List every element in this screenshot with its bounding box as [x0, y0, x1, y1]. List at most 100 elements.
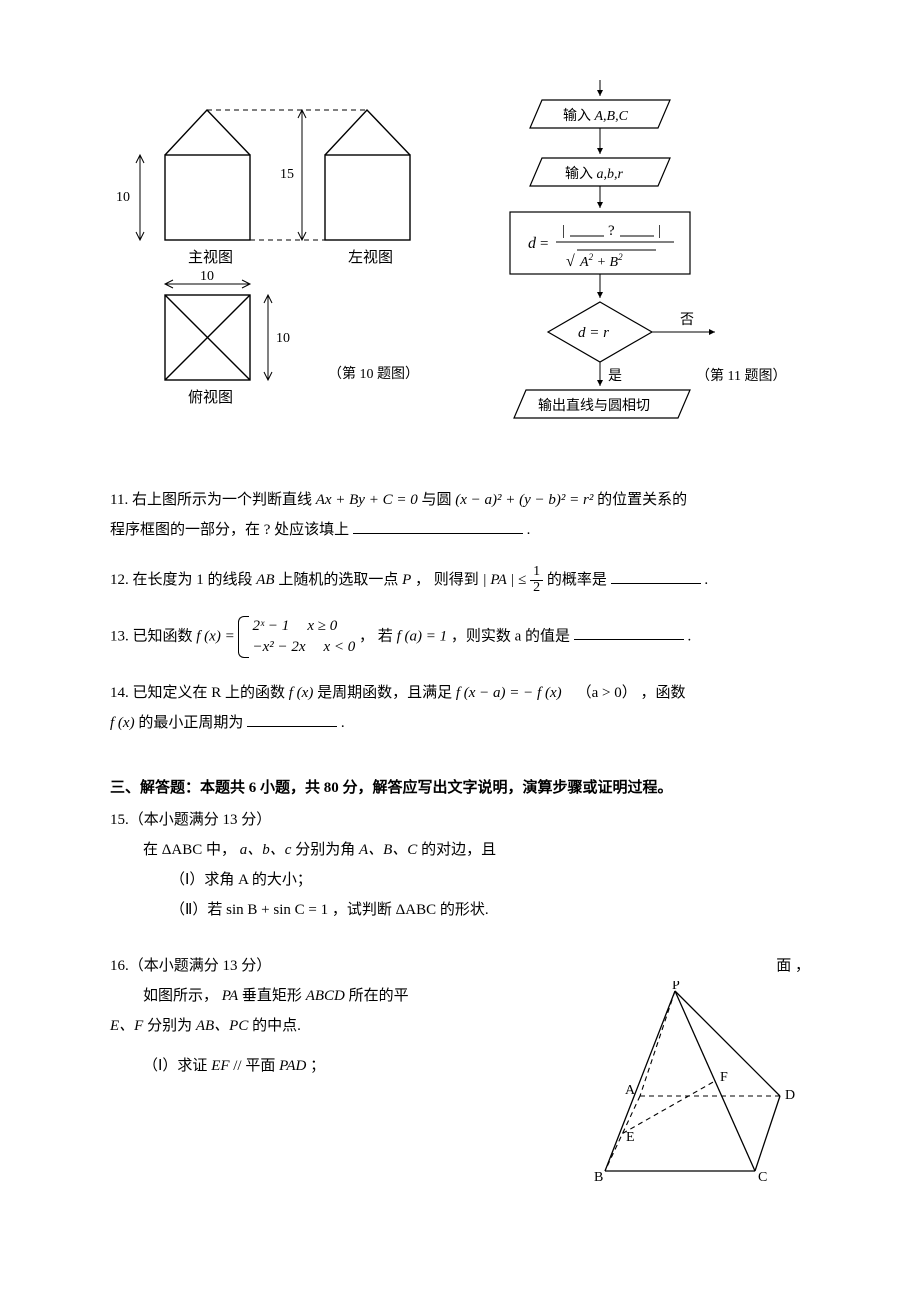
- q15-l2: （Ⅰ）求角 A 的大小；: [110, 865, 810, 895]
- q16-l2a: E、F: [110, 1018, 143, 1034]
- q16-l1a: 如图所示，: [143, 988, 218, 1004]
- q11-line2: 程序框图的一部分，在 ? 处应该填上: [110, 522, 349, 538]
- q11-mid2: 的位置关系的: [597, 492, 687, 508]
- q16-l1b: 垂直矩形: [242, 988, 306, 1004]
- flowchart-block: 输入 A,B,C 输入 a,b,r d = | ?: [480, 80, 810, 435]
- flow-no: 否: [680, 313, 694, 328]
- dim-body-h: 10: [116, 190, 130, 205]
- q12-pt: P: [402, 572, 411, 588]
- q13-blank: [574, 624, 684, 640]
- flow-num-r: |: [658, 223, 661, 239]
- section-3-header: 三、解答题：本题共 6 小题，共 80 分，解答应写出文字说明，演算步骤或证明过…: [110, 776, 810, 797]
- q12-tail: 的概率是: [547, 572, 607, 588]
- q11-blank: [353, 518, 523, 534]
- q15-l1b: 中，: [206, 842, 236, 858]
- q14-mid1: 是周期函数，且满足: [317, 685, 456, 701]
- flow-num-q: ?: [608, 223, 615, 239]
- flowchart-svg: 输入 A,B,C 输入 a,b,r d = | ?: [480, 80, 810, 430]
- q11-line-eq: Ax + By + C = 0: [316, 492, 418, 508]
- q12-frac-num: 1: [530, 565, 543, 581]
- q12-prefix: 12. 在长度为 1 的线段: [110, 572, 256, 588]
- flow-cond: d = r: [578, 325, 609, 341]
- q16-pa: PA: [222, 988, 238, 1004]
- q13-tail: ，则实数 a 的值是: [451, 628, 570, 644]
- q13-mid: ， 若: [359, 628, 397, 644]
- q14-tail1: ，函数: [640, 685, 685, 701]
- flow-num-l: |: [562, 223, 565, 239]
- q16-head: 16.（本小题满分 13 分）: [110, 951, 570, 981]
- flow-out: 输出直线与圆相切: [538, 397, 650, 414]
- q16-l2b: 分别为: [147, 1018, 196, 1034]
- dim-top-h: 10: [276, 331, 290, 346]
- q13-c2a: −x² − 2x: [252, 637, 305, 658]
- q14-period: .: [341, 715, 345, 731]
- lbl-B: B: [594, 1170, 603, 1181]
- q13-period: .: [688, 628, 692, 644]
- q14-line2b: 的最小正周期为: [138, 715, 243, 731]
- q12-frac-den: 2: [530, 581, 543, 596]
- q13-fx: f (x) =: [196, 628, 234, 644]
- flow-in2: 输入 a,b,r: [565, 166, 624, 182]
- q14-paren: （a > 0）: [577, 685, 637, 701]
- flow-sqrt-sym: √: [566, 253, 575, 270]
- q16-l1c: 所在的平: [349, 988, 409, 1004]
- flow-den: A2 + B2: [579, 252, 623, 270]
- q16-l3c: ；: [310, 1058, 325, 1074]
- flow-yes: 是: [608, 369, 622, 384]
- question-14: 14. 已知定义在 R 上的函数 f (x) 是周期函数，且满足 f (x − …: [110, 678, 810, 738]
- front-view-label: 主视图: [188, 249, 233, 266]
- q13-prefix: 13. 已知函数: [110, 628, 196, 644]
- q15-tri: ΔABC: [162, 842, 203, 858]
- q12-frac: 1 2: [530, 565, 543, 595]
- figures-row: 10 主视图 15 左视图: [110, 80, 810, 435]
- q15-tri2: ΔABC: [396, 902, 437, 918]
- q16-pad: PAD: [279, 1058, 306, 1074]
- q15-l3b: ，试判断: [332, 902, 396, 918]
- q14-fx: f (x): [289, 685, 314, 701]
- q15-l3c: 的形状.: [440, 902, 489, 918]
- top-view-label: 俯视图: [188, 389, 233, 406]
- q13-cases: 2ˣ − 1 x ≥ 0 −x² − 2x x < 0: [238, 616, 355, 658]
- lbl-C: C: [758, 1170, 767, 1181]
- q13-cond: f (a) = 1: [397, 628, 448, 644]
- dim-top-w: 10: [200, 269, 214, 284]
- lbl-D: D: [785, 1088, 795, 1103]
- q16-l1d: 面 ，: [776, 958, 810, 974]
- caption-q11: （第 11 题图）: [696, 367, 786, 384]
- q15-ABC: A、B、C: [359, 842, 417, 858]
- q16-abcd: ABCD: [306, 988, 345, 1004]
- q11-period: .: [527, 522, 531, 538]
- lbl-E: E: [626, 1130, 635, 1145]
- lbl-P: P: [672, 981, 680, 993]
- q12-mid1: 上随机的选取一点: [278, 572, 402, 588]
- q14-rel: f (x − a) = − f (x): [456, 685, 562, 701]
- question-12: 12. 在长度为 1 的线段 AB 上随机的选取一点 P ， 则得到 | PA …: [110, 565, 810, 596]
- q13-c1a: 2ˣ − 1: [252, 616, 289, 637]
- q12-blank: [611, 568, 701, 584]
- question-13: 13. 已知函数 f (x) = 2ˣ − 1 x ≥ 0 −x² − 2x x <…: [110, 616, 810, 658]
- q16-l2c: 的中点.: [252, 1018, 301, 1034]
- q16-l3a: （Ⅰ）求证: [143, 1058, 211, 1074]
- lbl-F: F: [720, 1070, 728, 1085]
- q15-l1d: 的对边，且: [421, 842, 496, 858]
- q16-svg: P A D C B E F: [580, 981, 810, 1181]
- q14-blank: [247, 711, 337, 727]
- q14-fx2: f (x): [110, 715, 135, 731]
- q15-head: 15.（本小题满分 13 分）: [110, 805, 810, 835]
- caption-q10: （第 10 题图）: [328, 365, 419, 382]
- q12-abs: | PA | ≤: [483, 572, 527, 588]
- flow-d-lhs: d: [528, 235, 537, 252]
- q16-ab: AB、PC: [196, 1018, 249, 1034]
- q14-prefix: 14. 已知定义在 R 上的函数: [110, 685, 289, 701]
- q11-prefix: 11. 右上图所示为一个判断直线: [110, 492, 316, 508]
- q15-l1c: 分别为角: [295, 842, 359, 858]
- question-11: 11. 右上图所示为一个判断直线 Ax + By + C = 0 与圆 (x −…: [110, 485, 810, 545]
- q13-c2b: x < 0: [324, 637, 356, 658]
- q11-mid1: 与圆: [421, 492, 455, 508]
- q16-ef: EF: [211, 1058, 229, 1074]
- q12-period: .: [704, 572, 708, 588]
- three-views-block: 10 主视图 15 左视图: [110, 80, 430, 415]
- q13-c1b: x ≥ 0: [307, 616, 337, 637]
- q12-mid2: ， 则得到: [415, 572, 483, 588]
- question-16: 16.（本小题满分 13 分） 如图所示， PA 垂直矩形 ABCD 所在的平 …: [110, 951, 810, 1192]
